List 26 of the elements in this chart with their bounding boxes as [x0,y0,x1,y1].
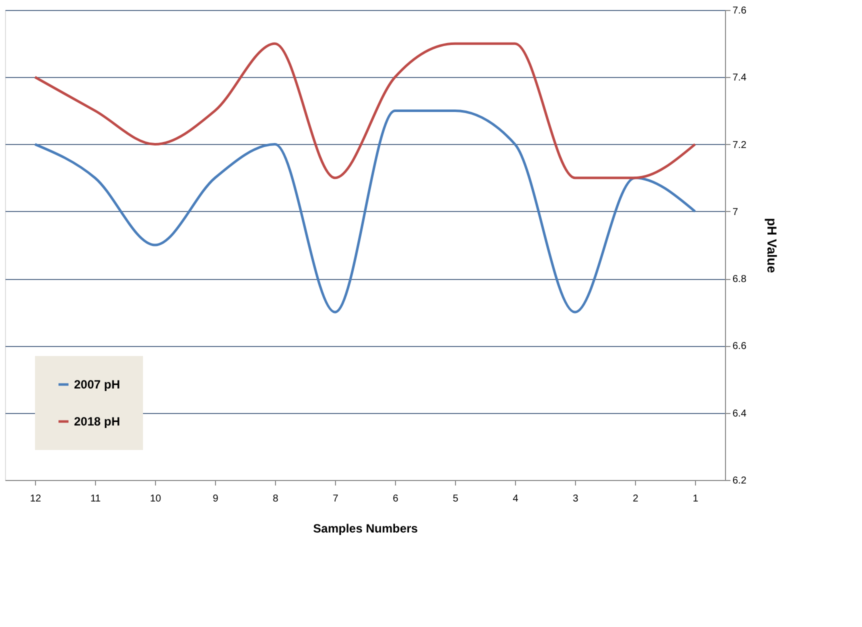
x-tick-label: 10 [150,494,162,504]
y-tick-label: 6.6 [732,341,747,352]
x-tick-label: 12 [30,494,42,504]
line-series [34,109,696,314]
y-tick-label: 7 [732,206,738,218]
x-tick-label: 9 [212,494,219,504]
x-tick-label: 8 [272,494,279,504]
x-tick-label: 7 [332,494,339,504]
y-tick-label: 6.2 [732,476,747,486]
y-tick-label: 7.6 [732,6,747,16]
x-tick-label: 5 [452,494,459,504]
x-tick-label: 1 [692,494,699,504]
line-series [34,42,696,180]
x-tick-label: 6 [392,494,399,504]
y-axis-title: pH Value [764,218,780,273]
y-tick-label: 6.4 [732,408,747,420]
x-tick-label: 11 [90,494,102,504]
legend-label: 2018 pH [74,414,120,428]
x-tick-label: 3 [572,494,579,504]
x-axis-title: Samples Numbers [313,522,418,536]
y-tick-label: 7.2 [732,140,747,151]
x-tick-label: 4 [512,494,519,504]
y-tick-label: 6.8 [732,274,747,286]
x-tick-label: 2 [632,494,639,504]
y-tick-label: 7.4 [732,72,747,84]
legend-label: 2007 pH [74,378,120,392]
